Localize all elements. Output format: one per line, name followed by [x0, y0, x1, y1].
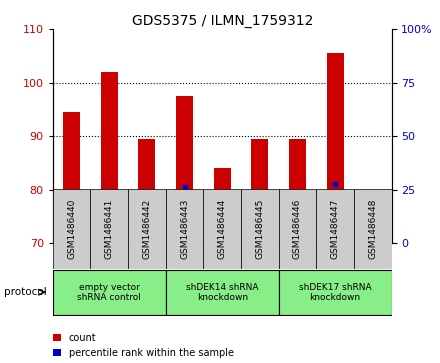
Bar — [279, 270, 392, 315]
Text: GSM1486443: GSM1486443 — [180, 199, 189, 259]
Text: GSM1486444: GSM1486444 — [218, 199, 227, 259]
Text: protocol: protocol — [4, 287, 47, 297]
Bar — [101, 72, 118, 243]
Text: GSM1486447: GSM1486447 — [330, 199, 340, 259]
Bar — [326, 53, 344, 243]
Bar — [139, 139, 155, 243]
Bar — [251, 139, 268, 243]
Bar — [166, 270, 279, 315]
Bar — [176, 96, 193, 243]
Bar — [91, 189, 128, 269]
Text: shDEK14 shRNA
knockdown: shDEK14 shRNA knockdown — [186, 282, 258, 302]
Bar — [53, 189, 91, 269]
Bar — [166, 189, 203, 269]
Bar — [63, 112, 80, 243]
Text: empty vector
shRNA control: empty vector shRNA control — [77, 282, 141, 302]
Bar — [53, 270, 166, 315]
Text: GSM1486448: GSM1486448 — [368, 199, 377, 259]
Bar — [214, 168, 231, 243]
Bar — [279, 189, 316, 269]
Text: GSM1486445: GSM1486445 — [255, 199, 264, 259]
Bar — [128, 189, 166, 269]
Bar — [289, 139, 306, 243]
Text: GSM1486446: GSM1486446 — [293, 199, 302, 259]
Text: GSM1486441: GSM1486441 — [105, 199, 114, 259]
Bar — [316, 189, 354, 269]
Title: GDS5375 / ILMN_1759312: GDS5375 / ILMN_1759312 — [132, 14, 313, 28]
Text: shDEK17 shRNA
knockdown: shDEK17 shRNA knockdown — [299, 282, 371, 302]
Bar — [364, 192, 381, 243]
Bar — [354, 189, 392, 269]
Legend: count, percentile rank within the sample: count, percentile rank within the sample — [53, 333, 234, 358]
Text: GSM1486440: GSM1486440 — [67, 199, 76, 259]
Bar — [203, 189, 241, 269]
Text: GSM1486442: GSM1486442 — [143, 199, 151, 259]
Bar — [241, 189, 279, 269]
